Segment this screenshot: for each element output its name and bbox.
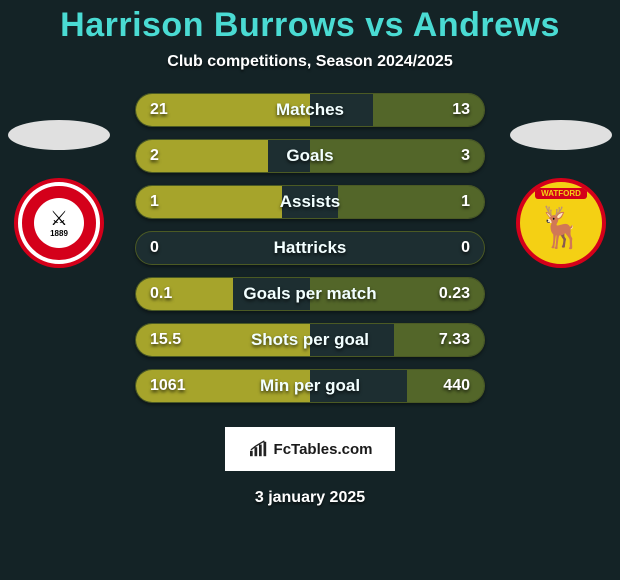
comparison-card: Harrison Burrows vs Andrews Club competi… bbox=[0, 0, 620, 580]
stat-row: 1061440Min per goal bbox=[135, 369, 485, 403]
fctables-logo: FcTables.com bbox=[225, 427, 395, 471]
stat-row: 15.57.33Shots per goal bbox=[135, 323, 485, 357]
stats-list: 2113Matches 23Goals 11Assists 00Hattricks 0.… bbox=[135, 93, 485, 403]
subtitle: Club competitions, Season 2024/2025 bbox=[167, 53, 452, 71]
stat-row: 11Assists bbox=[135, 185, 485, 219]
player-right-column: WATFORD 🦌 bbox=[516, 120, 606, 268]
player-left-column: ⚔ 1889 bbox=[14, 120, 104, 268]
stat-label: Matches bbox=[136, 100, 484, 120]
club-crest-sheffield: ⚔ 1889 bbox=[14, 178, 104, 268]
stat-label: Assists bbox=[136, 192, 484, 212]
stat-label: Goals bbox=[136, 146, 484, 166]
stat-label: Goals per match bbox=[136, 284, 484, 304]
stat-label: Min per goal bbox=[136, 376, 484, 396]
stat-row: 2113Matches bbox=[135, 93, 485, 127]
player-placeholder-right bbox=[510, 120, 612, 150]
club-banner: WATFORD bbox=[535, 188, 587, 199]
club-year: 1889 bbox=[50, 229, 68, 238]
page-title: Harrison Burrows vs Andrews bbox=[60, 6, 560, 45]
stat-label: Shots per goal bbox=[136, 330, 484, 350]
moose-icon: 🦌 bbox=[536, 208, 586, 248]
date-label: 3 january 2025 bbox=[255, 489, 365, 507]
chart-icon bbox=[248, 440, 270, 458]
stat-row: 0.10.23Goals per match bbox=[135, 277, 485, 311]
logo-text: FcTables.com bbox=[274, 441, 373, 458]
stat-row: 23Goals bbox=[135, 139, 485, 173]
stat-label: Hattricks bbox=[136, 238, 484, 258]
swords-icon: ⚔ bbox=[50, 209, 68, 229]
stat-row: 00Hattricks bbox=[135, 231, 485, 265]
club-crest-watford: WATFORD 🦌 bbox=[516, 178, 606, 268]
player-placeholder-left bbox=[8, 120, 110, 150]
